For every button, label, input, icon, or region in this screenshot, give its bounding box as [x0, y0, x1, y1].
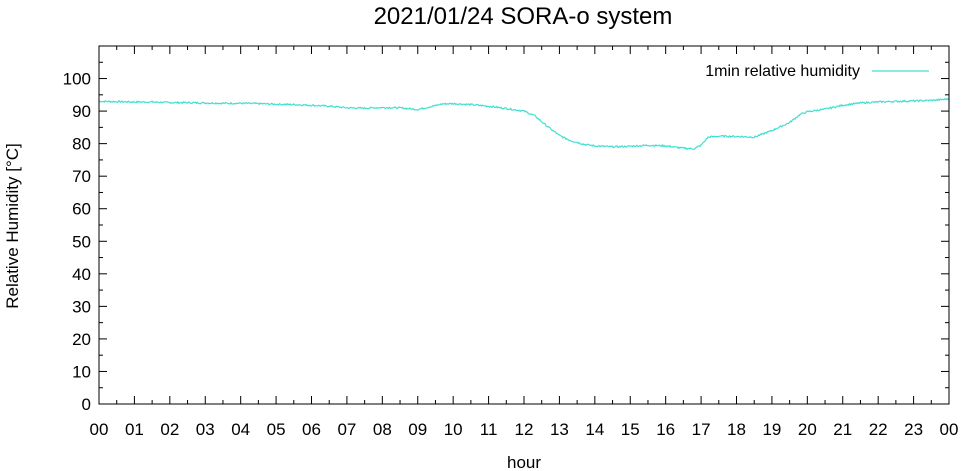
x-tick-label: 00 [90, 420, 109, 439]
x-tick-label: 06 [302, 420, 321, 439]
y-tick-label: 50 [72, 232, 91, 251]
y-tick-label: 30 [72, 297, 91, 316]
chart-title: 2021/01/24 SORA-o system [374, 3, 673, 30]
x-tick-label: 14 [585, 420, 604, 439]
x-tick-label: 19 [762, 420, 781, 439]
y-tick-label: 80 [72, 135, 91, 154]
x-tick-label: 02 [160, 420, 179, 439]
x-tick-label: 21 [833, 420, 852, 439]
x-tick-label: 05 [267, 420, 286, 439]
x-tick-label: 15 [621, 420, 640, 439]
x-tick-label: 04 [231, 420, 250, 439]
y-tick-label: 70 [72, 167, 91, 186]
series-line-relative-humidity [98, 97, 950, 151]
y-tick-label: 60 [72, 200, 91, 219]
x-axis-label: hour [507, 453, 541, 471]
tick-labels: 00 01 02 03 04 05 06 07 08 09 10 11 12 13 14 15 16 17 18 19… [63, 70, 959, 439]
x-tick-label: 07 [337, 420, 356, 439]
y-tick-label: 40 [72, 265, 91, 284]
x-tick-label: 00 [940, 420, 959, 439]
x-tick-label: 01 [125, 420, 144, 439]
legend-label: 1min relative humidity [705, 63, 860, 80]
x-tick-label: 22 [869, 420, 888, 439]
y-tick-label: 20 [72, 330, 91, 349]
x-tick-label: 17 [692, 420, 711, 439]
x-tick-label: 23 [904, 420, 923, 439]
x-tick-label: 03 [196, 420, 215, 439]
y-tick-label: 90 [72, 102, 91, 121]
x-tick-label: 16 [656, 420, 675, 439]
y-tick-label: 0 [82, 395, 91, 414]
x-tick-label: 08 [373, 420, 392, 439]
x-tick-label: 09 [408, 420, 427, 439]
y-axis-label: Relative Humidity [°C] [3, 143, 22, 309]
legend: 1min relative humidity [705, 63, 929, 80]
y-tick-label: 100 [63, 70, 91, 89]
x-tick-label: 20 [798, 420, 817, 439]
axis-ticks [98, 46, 950, 405]
x-tick-label: 18 [727, 420, 746, 439]
x-tick-label: 11 [480, 420, 498, 439]
x-tick-label: 12 [515, 420, 534, 439]
plot-frame [98, 45, 950, 405]
x-tick-label: 13 [550, 420, 569, 439]
y-tick-label: 10 [72, 362, 91, 381]
x-tick-label: 10 [444, 420, 463, 439]
